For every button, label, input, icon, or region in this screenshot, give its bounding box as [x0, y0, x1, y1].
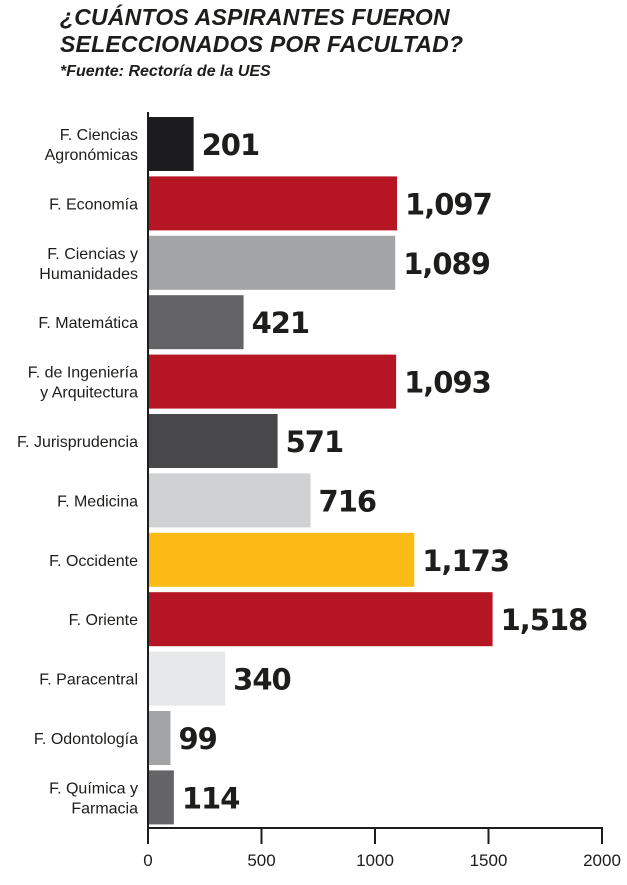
- bar-2: [148, 235, 396, 290]
- value-label-8: 1,518: [501, 603, 588, 637]
- value-label-1: 1,097: [405, 187, 492, 221]
- bar-5: [148, 414, 278, 468]
- category-label-5-0: F. Jurisprudencia: [17, 434, 138, 451]
- chart-title-line1: ¿CUÁNTOS ASPIRANTES FUERON: [60, 4, 450, 30]
- bar-7: [148, 532, 415, 587]
- category-label-2-1: Humanidades: [39, 266, 138, 283]
- category-label-10-0: F. Odontología: [34, 731, 138, 748]
- x-tick-label-1: 500: [247, 851, 275, 870]
- value-label-7: 1,173: [422, 544, 509, 578]
- category-label-4-1: y Arquitectura: [40, 385, 138, 402]
- bar-8: [148, 592, 493, 647]
- category-label-2-0: F. Ciencias y: [47, 246, 138, 263]
- bar-1: [148, 176, 398, 231]
- bar-10: [148, 711, 171, 765]
- bar-0: [148, 117, 194, 171]
- chart-header: ¿CUÁNTOS ASPIRANTES FUERON SELECCIONADOS…: [60, 4, 620, 81]
- category-label-9-0: F. Paracentral: [39, 672, 138, 689]
- value-label-5: 571: [286, 425, 344, 459]
- chart-title-line2: SELECCIONADOS POR FACULTAD?: [60, 31, 464, 57]
- value-label-3: 421: [252, 306, 310, 340]
- category-label-7-0: F. Occidente: [49, 553, 138, 570]
- x-tick-label-3: 1500: [470, 851, 508, 870]
- x-tick-label-2: 1000: [356, 851, 394, 870]
- bar-3: [148, 295, 244, 350]
- category-label-3-0: F. Matemática: [38, 315, 138, 332]
- x-tick-label-4: 2000: [583, 851, 621, 870]
- value-label-4: 1,093: [404, 366, 491, 400]
- value-label-9: 340: [233, 663, 291, 697]
- category-label-6-0: F. Medicina: [57, 493, 138, 510]
- category-label-11-0: F. Química y: [49, 780, 138, 797]
- value-label-0: 201: [202, 128, 260, 162]
- chart-source: *Fuente: Rectoría de la UES: [60, 63, 271, 80]
- value-label-6: 716: [319, 484, 377, 518]
- category-label-1-0: F. Economía: [49, 196, 138, 213]
- bar-4: [148, 354, 397, 409]
- bar-6: [148, 473, 311, 528]
- value-label-11: 114: [182, 781, 240, 815]
- bar-9: [148, 651, 226, 706]
- x-tick-label-0: 0: [143, 851, 152, 870]
- category-label-8-0: F. Oriente: [69, 612, 138, 629]
- bar-11: [148, 770, 174, 825]
- category-label-0-0: F. Ciencias: [60, 127, 138, 144]
- category-label-11-1: Farmacia: [71, 800, 138, 817]
- category-label-0-1: Agronómicas: [45, 147, 138, 164]
- value-label-2: 1,089: [403, 247, 490, 281]
- value-label-10: 99: [178, 722, 216, 756]
- category-label-4-0: F. de Ingeniería: [28, 365, 138, 382]
